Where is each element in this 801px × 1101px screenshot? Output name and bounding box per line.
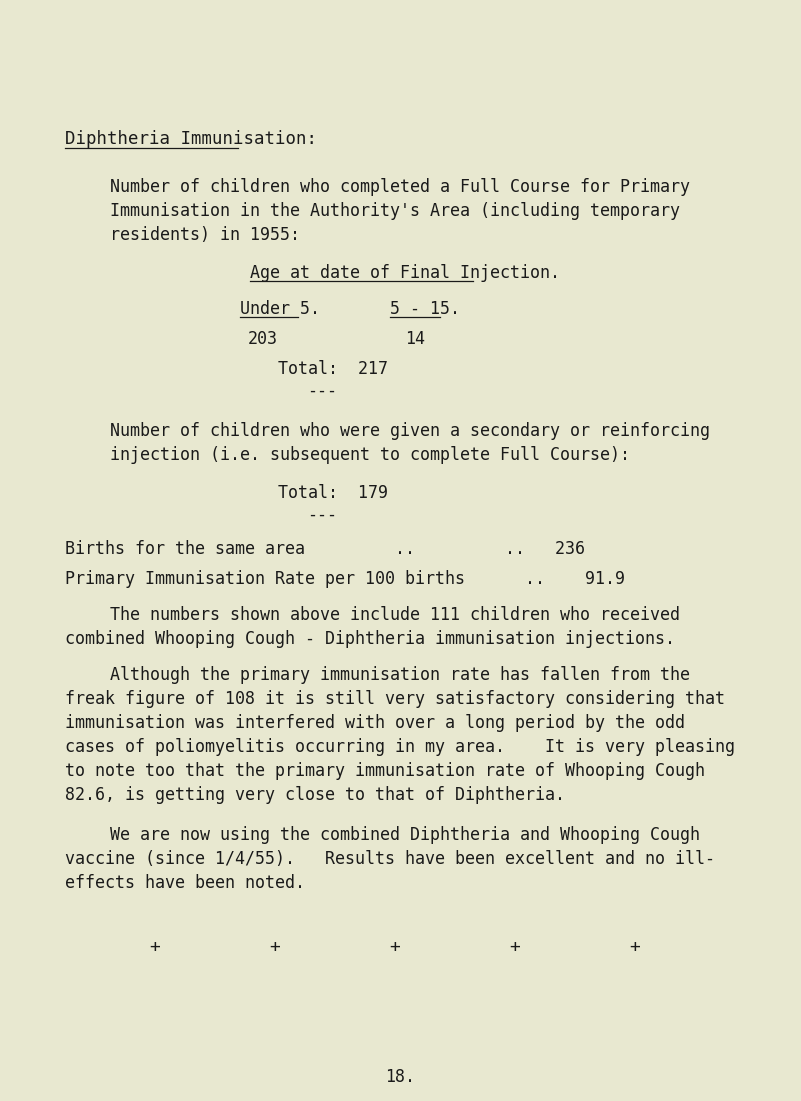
Text: injection (i.e. subsequent to complete Full Course):: injection (i.e. subsequent to complete F… xyxy=(110,446,630,464)
Text: We are now using the combined Diphtheria and Whooping Cough: We are now using the combined Diphtheria… xyxy=(110,826,700,844)
Text: freak figure of 108 it is still very satisfactory considering that: freak figure of 108 it is still very sat… xyxy=(65,690,725,708)
Text: 14: 14 xyxy=(405,330,425,348)
Text: +: + xyxy=(389,938,400,956)
Text: ---: --- xyxy=(307,506,337,524)
Text: Immunisation in the Authority's Area (including temporary: Immunisation in the Authority's Area (in… xyxy=(110,201,680,220)
Text: combined Whooping Cough - Diphtheria immunisation injections.: combined Whooping Cough - Diphtheria imm… xyxy=(65,630,675,648)
Text: Number of children who were given a secondary or reinforcing: Number of children who were given a seco… xyxy=(110,422,710,440)
Text: 82.6, is getting very close to that of Diphtheria.: 82.6, is getting very close to that of D… xyxy=(65,786,565,804)
Text: effects have been noted.: effects have been noted. xyxy=(65,874,305,892)
Text: residents) in 1955:: residents) in 1955: xyxy=(110,226,300,244)
Text: Primary Immunisation Rate per 100 births      ..    91.9: Primary Immunisation Rate per 100 births… xyxy=(65,570,625,588)
Text: cases of poliomyelitis occurring in my area.    It is very pleasing: cases of poliomyelitis occurring in my a… xyxy=(65,738,735,756)
Text: to note too that the primary immunisation rate of Whooping Cough: to note too that the primary immunisatio… xyxy=(65,762,705,780)
Text: vaccine (since 1/4/55).   Results have been excellent and no ill-: vaccine (since 1/4/55). Results have bee… xyxy=(65,850,715,868)
Text: The numbers shown above include 111 children who received: The numbers shown above include 111 chil… xyxy=(110,606,680,624)
Text: Diphtheria Immunisation:: Diphtheria Immunisation: xyxy=(65,130,317,148)
Text: +: + xyxy=(150,938,160,956)
Text: 5 - 15.: 5 - 15. xyxy=(390,299,460,318)
Text: Number of children who completed a Full Course for Primary: Number of children who completed a Full … xyxy=(110,178,690,196)
Text: Births for the same area         ..         ..   236: Births for the same area .. .. 236 xyxy=(65,539,585,558)
Text: Total:  179: Total: 179 xyxy=(278,484,388,502)
Text: 18.: 18. xyxy=(385,1068,415,1086)
Text: Age at date of Final Injection.: Age at date of Final Injection. xyxy=(250,264,560,282)
Text: immunisation was interfered with over a long period by the odd: immunisation was interfered with over a … xyxy=(65,715,685,732)
Text: +: + xyxy=(270,938,280,956)
Text: Under 5.: Under 5. xyxy=(240,299,320,318)
Text: 203: 203 xyxy=(248,330,278,348)
Text: Total:  217: Total: 217 xyxy=(278,360,388,378)
Text: +: + xyxy=(630,938,641,956)
Text: ---: --- xyxy=(307,382,337,400)
Text: Although the primary immunisation rate has fallen from the: Although the primary immunisation rate h… xyxy=(110,666,690,684)
Text: +: + xyxy=(509,938,521,956)
